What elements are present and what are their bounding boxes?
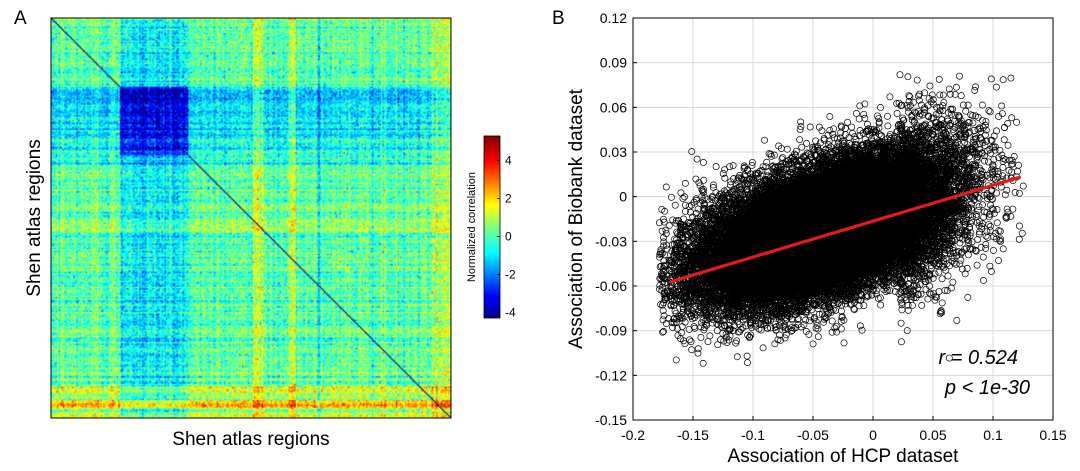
y-tick-label: -0.03 <box>595 233 627 249</box>
x-tick-label: -0.15 <box>677 427 709 443</box>
scatter-frame <box>632 17 1054 421</box>
x-tick-label: 0.1 <box>983 427 1003 443</box>
scatter-axis-ticks: -0.2 -0.15 -0.1 -0.05 0 0.05 0.1 0.150.120.090.… <box>595 10 1067 443</box>
x-tick-label: -0.05 <box>797 427 829 443</box>
panel-b: B -0.2 -0.15 -0.1 -0.05 0 0.05 0.1 0.150.120.09… <box>552 8 1067 467</box>
colorbar-tick-label: -4 <box>505 305 516 319</box>
y-tick-label: 0.03 <box>600 144 627 160</box>
colorbar-tick-label: 4 <box>505 154 512 168</box>
x-tick-label: 0.05 <box>919 427 946 443</box>
heatmap-x-label: Shen atlas regions <box>172 429 329 450</box>
colorbar-tick-label: 2 <box>505 192 512 206</box>
y-tick-label: -0.15 <box>595 412 627 428</box>
x-tick-label: -0.1 <box>741 427 765 443</box>
panel-a: A Shen atlas regions Shen atlas regions … <box>14 8 516 450</box>
y-tick-label: -0.06 <box>595 278 627 294</box>
y-tick-label: 0.09 <box>600 55 627 71</box>
heatmap-frame <box>50 17 452 419</box>
regression-line <box>669 175 1022 284</box>
heatmap-y-label: Shen atlas regions <box>24 139 45 296</box>
colorbar-tick-label: 0 <box>505 229 512 243</box>
colorbar <box>483 135 501 319</box>
x-tick-label: -0.2 <box>621 427 645 443</box>
y-tick-label: 0 <box>619 189 627 205</box>
x-tick-label: 0.15 <box>1039 427 1066 443</box>
y-tick-label: -0.09 <box>595 323 627 339</box>
y-tick-label: 0.06 <box>600 99 627 115</box>
panel-label-a: A <box>14 8 27 29</box>
scatter-y-label: Association of Biobank dataset <box>566 88 587 349</box>
annotation-r: r = 0.524 <box>938 347 1018 369</box>
panel-label-b: B <box>552 8 565 29</box>
colorbar-tick-label: -2 <box>505 267 516 281</box>
scatter-points <box>633 18 1053 420</box>
correlation-heatmap <box>51 18 451 418</box>
colorbar-ticks: 4 2 0 -2 -4 <box>497 154 516 319</box>
colorbar-label: Normalized correlation <box>466 172 478 282</box>
x-tick-label: 0 <box>869 427 877 443</box>
y-tick-label: 0.12 <box>600 10 627 26</box>
scatter-x-label: Association of HCP dataset <box>728 446 960 467</box>
annotation-p: p < 1e-30 <box>944 377 1030 399</box>
y-tick-label: -0.12 <box>595 367 627 383</box>
